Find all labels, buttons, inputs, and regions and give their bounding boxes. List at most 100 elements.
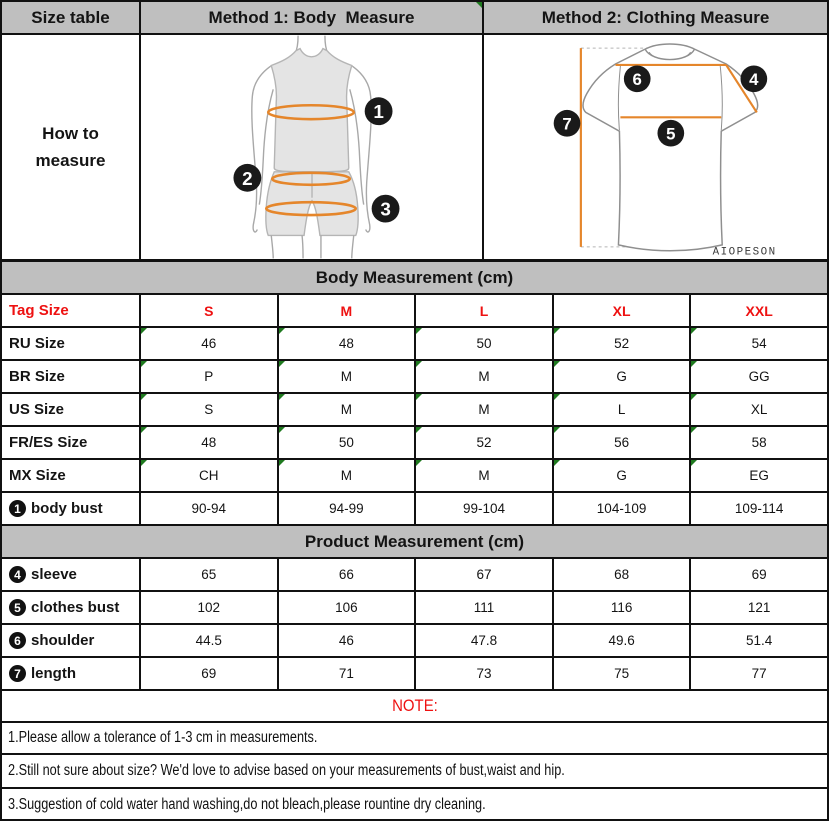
size-cell: 67	[414, 559, 552, 590]
size-cell: M	[414, 361, 552, 392]
size-cell: M	[276, 460, 415, 491]
body-measurement-title: Body Measurement (cm)	[2, 262, 827, 295]
method1-header: Method 1: Body Measure	[139, 2, 482, 33]
table-row-length: 7 length 69 71 73 75 77	[2, 658, 827, 691]
size-cell: 69	[139, 658, 277, 689]
shirt-marker-6: 6	[633, 70, 642, 89]
size-cell: 111	[414, 592, 552, 623]
size-cell: 48	[276, 328, 415, 359]
size-cell: 52	[414, 427, 552, 458]
size-cell: 66	[276, 559, 415, 590]
size-col-l: L	[414, 295, 552, 326]
size-cell: M	[414, 394, 552, 425]
row-label: BR Size	[9, 368, 65, 385]
marker-5-badge: 5	[9, 599, 26, 616]
size-cell: M	[276, 394, 415, 425]
row-label: 4 sleeve	[2, 559, 139, 590]
note-line-2: 2.Still not sure about size? We'd love t…	[2, 755, 827, 789]
size-cell: 54	[689, 328, 827, 359]
size-cell: 68	[551, 559, 690, 590]
table-row-us: US Size S M M L XL	[2, 394, 827, 427]
size-col-s: S	[139, 295, 277, 326]
size-cell: G	[551, 361, 690, 392]
size-cell: 49.6	[551, 625, 690, 656]
body-marker-3: 3	[380, 200, 391, 221]
size-col-xl: XL	[551, 295, 690, 326]
size-cell: 75	[551, 658, 690, 689]
size-cell: M	[414, 460, 552, 491]
shirt-figure: 4 5 6 7 AIOPESON	[482, 35, 827, 259]
size-cell: 102	[139, 592, 277, 623]
note-title-row: NOTE:	[2, 691, 827, 723]
size-cell: 116	[551, 592, 690, 623]
note-line-3: 3.Suggestion of cold water hand washing,…	[8, 796, 486, 813]
size-cell: 109-114	[689, 493, 827, 524]
body-marker-1: 1	[373, 102, 384, 123]
marker-7-badge: 7	[9, 665, 26, 682]
size-cell: 69	[689, 559, 827, 590]
brand-label: AIOPESON	[713, 247, 777, 259]
marker-1-badge: 1	[9, 500, 26, 517]
size-cell: 77	[689, 658, 827, 689]
marker-4-badge: 4	[9, 566, 26, 583]
row-label: US Size	[9, 401, 65, 418]
shirt-marker-5: 5	[666, 125, 675, 144]
size-cell: M	[276, 361, 415, 392]
row-label: 1 body bust	[2, 493, 139, 524]
size-cell: XL	[689, 394, 827, 425]
size-cell: 94-99	[276, 493, 415, 524]
size-cell: 90-94	[139, 493, 277, 524]
illustration-row: How to measure	[2, 35, 827, 262]
size-cell: 106	[276, 592, 415, 623]
top-header-row: Size table Method 1: Body Measure Method…	[2, 2, 827, 35]
body-measure-illustration: 1 2 3	[233, 35, 400, 259]
row-label: 6 shoulder	[2, 625, 139, 656]
row-label: FR/ES Size	[9, 434, 88, 451]
size-cell: 52	[551, 328, 690, 359]
shirt-marker-4: 4	[749, 70, 759, 89]
how-to-measure-label: How to measure	[35, 124, 106, 170]
size-cell: 50	[414, 328, 552, 359]
marker-6-badge: 6	[9, 632, 26, 649]
size-cell: GG	[689, 361, 827, 392]
table-row-mx: MX Size CH M M G EG	[2, 460, 827, 493]
shirt-markers: 4 5 6 7	[553, 65, 768, 147]
body-marker-2: 2	[242, 169, 253, 190]
size-cell: 50	[276, 427, 415, 458]
size-cell: 121	[689, 592, 827, 623]
note-title: NOTE:	[391, 696, 438, 715]
size-cell: 104-109	[551, 493, 690, 524]
size-cell: S	[139, 394, 277, 425]
size-col-xxl: XXL	[689, 295, 827, 326]
size-cell: 44.5	[139, 625, 277, 656]
size-cell: EG	[689, 460, 827, 491]
size-col-m: M	[276, 295, 415, 326]
table-row-body-bust: 1 body bust 90-94 94-99 99-104 104-109 1…	[2, 493, 827, 526]
tag-size-label: Tag Size	[9, 302, 69, 319]
table-row-ru: RU Size 46 48 50 52 54	[2, 328, 827, 361]
table-row-fres: FR/ES Size 48 50 52 56 58	[2, 427, 827, 460]
row-label: 7 length	[2, 658, 139, 689]
row-label: 5 clothes bust	[2, 592, 139, 623]
size-cell: 47.8	[414, 625, 552, 656]
size-cell: G	[551, 460, 690, 491]
body-markers: 1 2 3	[233, 97, 400, 223]
method2-header: Method 2: Clothing Measure	[482, 2, 827, 33]
size-cell: CH	[139, 460, 277, 491]
size-cell: P	[139, 361, 277, 392]
table-row-shoulder: 6 shoulder 44.5 46 47.8 49.6 51.4	[2, 625, 827, 658]
size-cell: 56	[551, 427, 690, 458]
size-cell: 73	[414, 658, 552, 689]
size-cell: L	[551, 394, 690, 425]
body-figure: 1 2 3	[139, 35, 482, 259]
size-cell: 48	[139, 427, 277, 458]
table-row-sleeve: 4 sleeve 65 66 67 68 69	[2, 559, 827, 592]
table-row-clothes-bust: 5 clothes bust 102 106 111 116 121	[2, 592, 827, 625]
size-cell: 71	[276, 658, 415, 689]
size-cell: 99-104	[414, 493, 552, 524]
note-line-1: 1.Please allow a tolerance of 1-3 cm in …	[2, 723, 827, 755]
size-cell: 51.4	[689, 625, 827, 656]
shirt-marker-7: 7	[562, 115, 571, 134]
clothing-measure-illustration: 4 5 6 7 AIOPESON	[553, 43, 777, 259]
